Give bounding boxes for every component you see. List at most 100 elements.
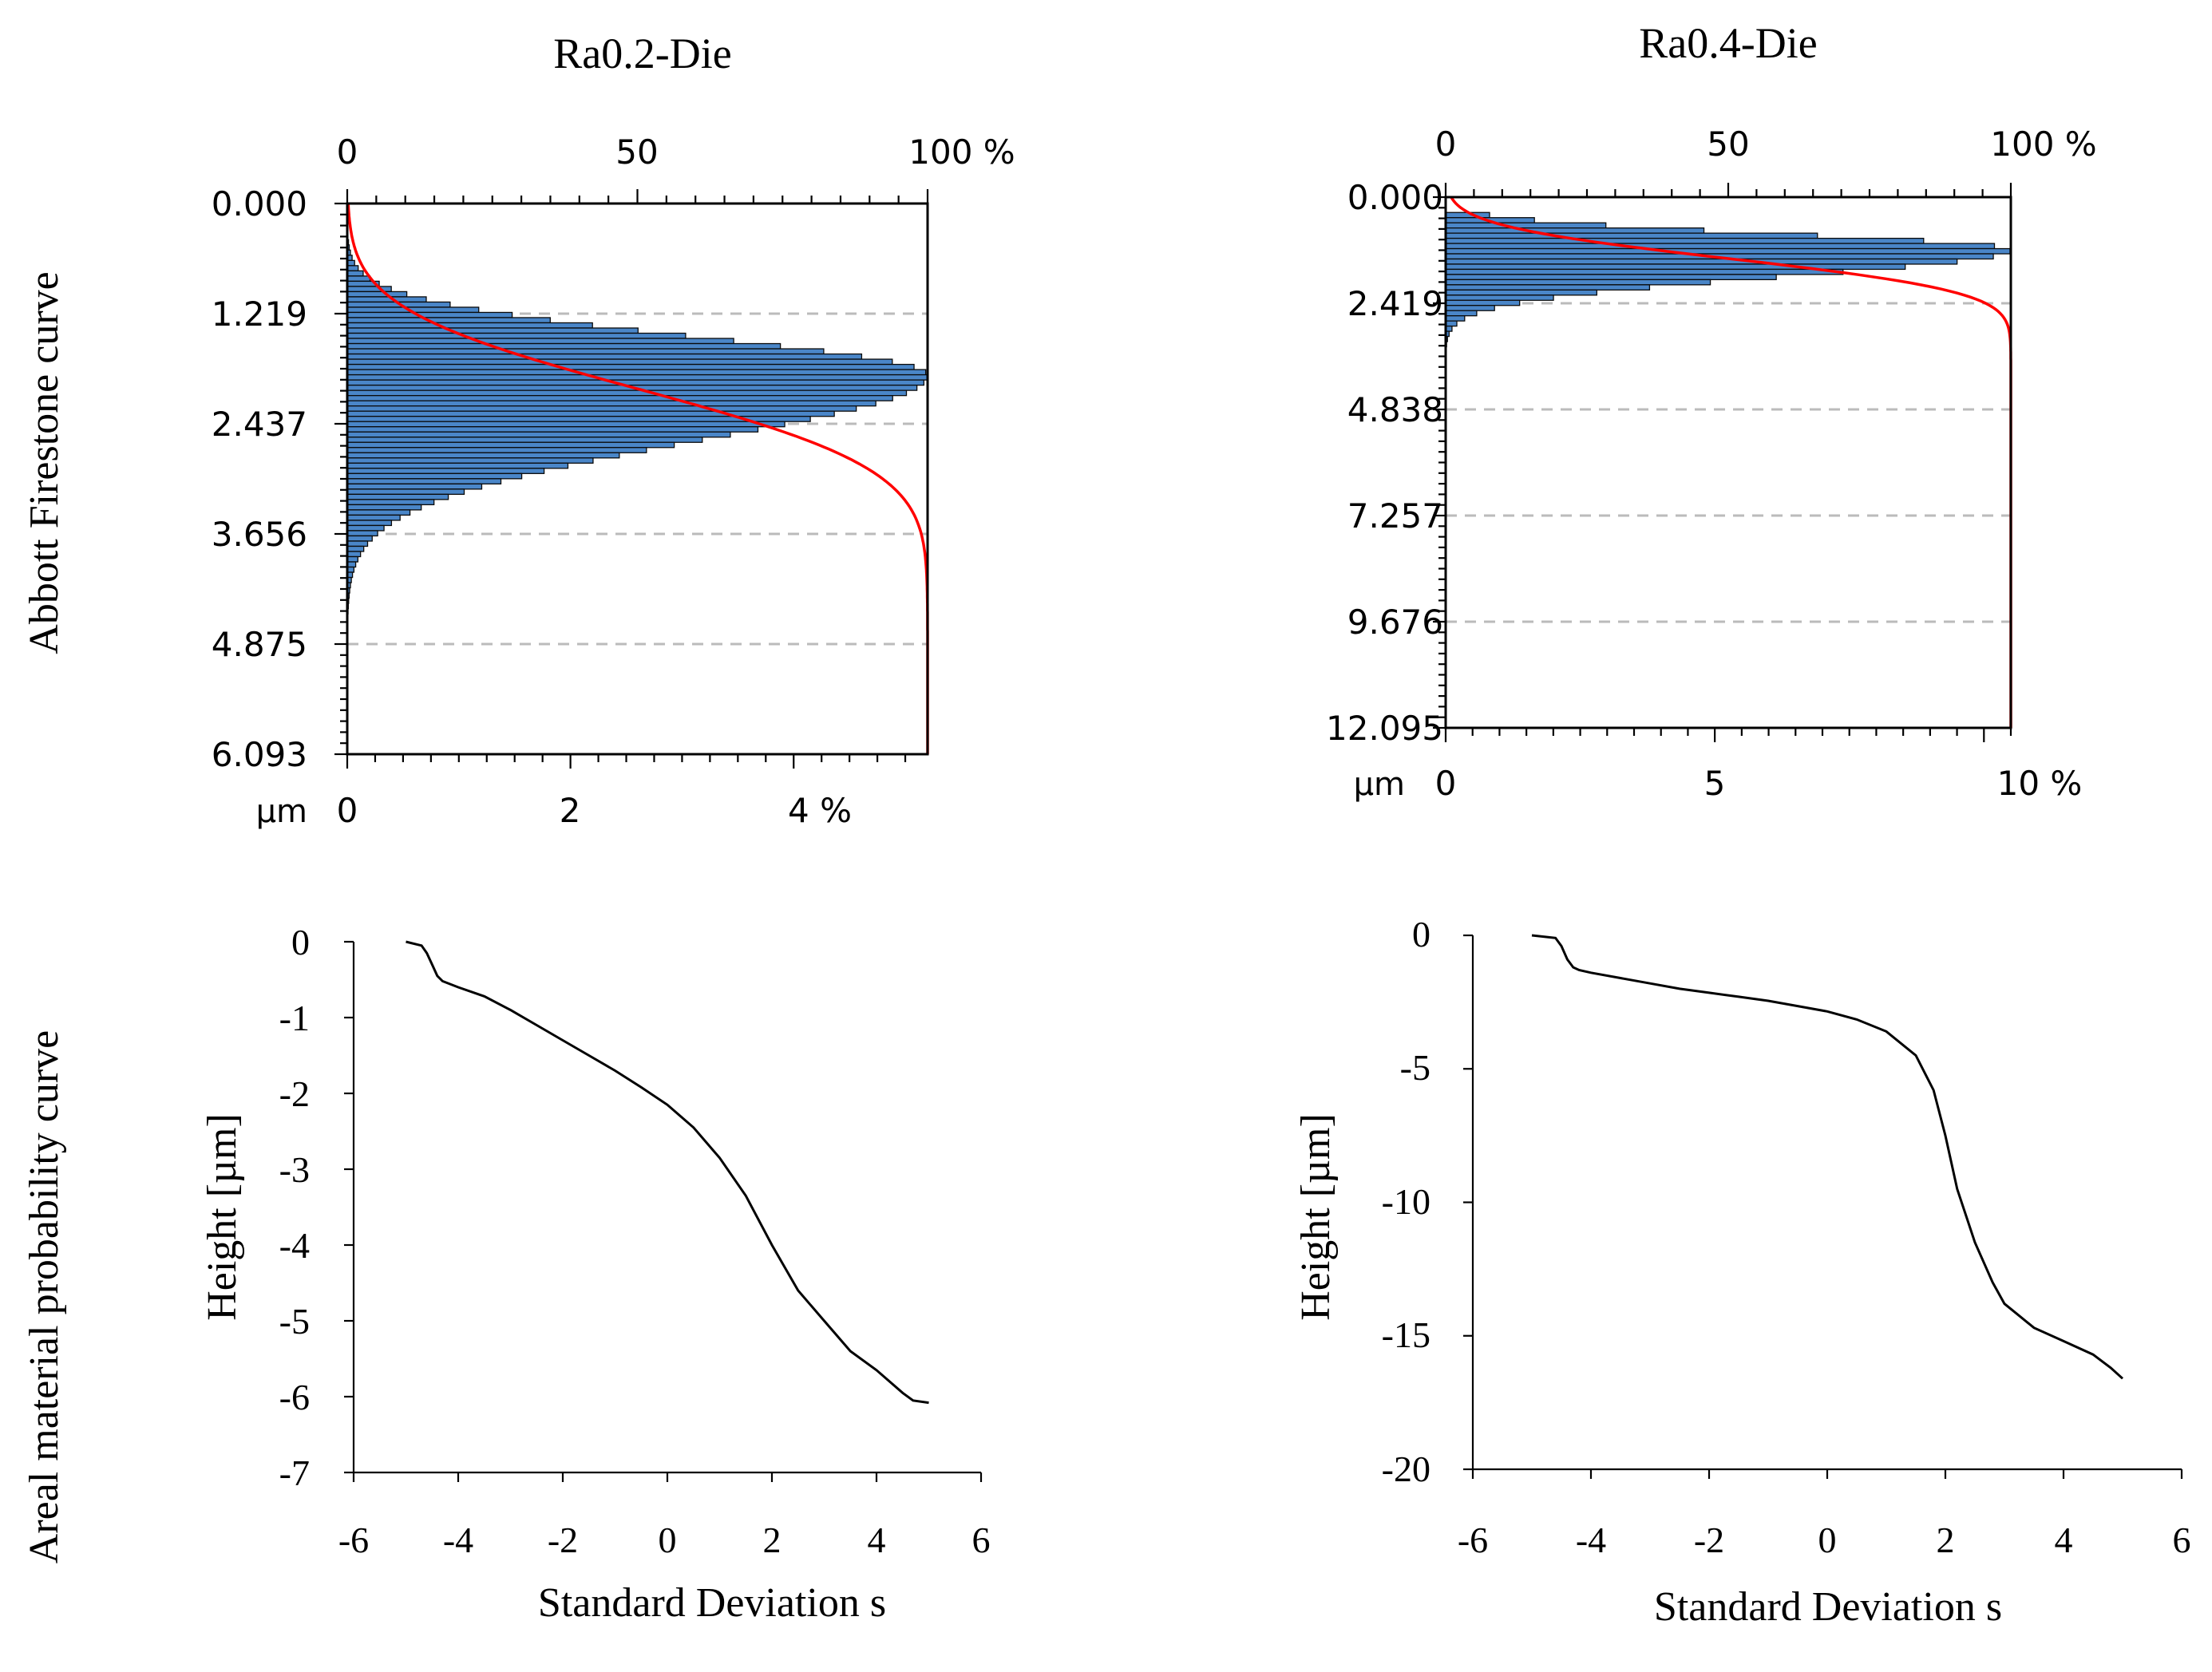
histogram-bar	[346, 389, 908, 397]
y-tick-label: 6.093	[212, 735, 307, 774]
y-ticks	[334, 202, 347, 756]
histogram-bar	[1445, 305, 1495, 311]
histogram-bar	[1445, 268, 1844, 275]
top-tick-label: 100 %	[1990, 125, 2096, 164]
x-tick-label: -4	[1576, 1520, 1606, 1560]
histogram-bar	[346, 535, 373, 542]
x-tick-label: 2	[763, 1520, 782, 1560]
histogram-bar	[346, 322, 593, 329]
y-tick-label: -20	[1382, 1449, 1430, 1489]
top-axis	[1444, 183, 2012, 197]
y-tick-label: 0.000	[212, 184, 307, 223]
unit-label: µm	[256, 793, 307, 830]
histogram-bar	[346, 499, 435, 506]
axes	[1463, 934, 2183, 1479]
y-axis-label: Height [µm]	[1293, 1113, 1339, 1321]
chart-title: Ra0.2-Die	[553, 30, 731, 77]
histogram-bar	[346, 369, 927, 376]
y-tick-label: -10	[1382, 1181, 1430, 1222]
abbott-chart-ra02: Ra0.2-Die µm 0.000 1.219 2.437 3.656 4.8…	[212, 30, 1015, 830]
histogram-bar	[346, 437, 703, 443]
histogram-bar	[346, 410, 835, 417]
histogram-bar	[346, 509, 411, 516]
histogram-bar	[1445, 284, 1651, 291]
histogram-bar	[346, 363, 915, 370]
histogram-bar	[1445, 299, 1521, 306]
y-tick-label: -7	[279, 1453, 310, 1493]
bottom-tick-label: 2	[560, 791, 581, 830]
histogram-bar	[1445, 279, 1711, 286]
histogram-bar	[1445, 310, 1478, 317]
histogram-bar	[346, 342, 782, 350]
x-tick-label: 4	[868, 1520, 886, 1560]
histogram-bar	[1445, 320, 1458, 327]
histogram-bar	[346, 504, 422, 511]
histogram-bar	[346, 405, 857, 412]
bottom-axis	[1444, 728, 2012, 742]
x-axis-label: Standard Deviation s	[1654, 1584, 2002, 1630]
histogram-bar	[346, 421, 785, 428]
bottom-tick-label: 0	[337, 791, 358, 830]
histogram-bar	[1445, 294, 1554, 301]
histogram-bar	[346, 488, 465, 496]
histogram-bar	[346, 462, 569, 469]
y-axis-label: Height [µm]	[200, 1113, 245, 1321]
histogram-bar	[346, 332, 687, 339]
bottom-tick-label: 10 %	[1997, 764, 2083, 803]
row-label-abbott: Abbott Firestone curve	[22, 271, 67, 654]
x-tick-label: -2	[548, 1520, 578, 1560]
top-tick-label: 0	[1435, 125, 1457, 164]
histogram-bar	[346, 472, 523, 480]
x-tick-label: 0	[1818, 1520, 1837, 1560]
y-tick-label: -2	[279, 1073, 310, 1114]
top-tick-label: 50	[615, 132, 658, 172]
histogram-bar	[1445, 237, 1925, 244]
x-tick-label: 2	[1937, 1520, 1955, 1560]
y-tick-label: 12.095	[1326, 709, 1443, 748]
histogram-bar	[1445, 227, 1705, 234]
bottom-tick-label: 5	[1704, 764, 1726, 803]
y-tick-label: -1	[279, 998, 310, 1038]
histogram-bar	[1445, 232, 1818, 239]
histogram-bar	[346, 493, 449, 500]
y-tick-label: 4.838	[1347, 390, 1443, 429]
histogram-bar	[346, 291, 408, 298]
histogram-bar	[346, 530, 378, 537]
histogram-bar	[346, 540, 369, 547]
histogram-bar	[346, 468, 545, 474]
histogram	[346, 239, 928, 615]
histogram-bar	[346, 275, 371, 283]
y-tick-label: 0	[1412, 914, 1430, 955]
histogram-bar	[346, 431, 731, 438]
top-axis	[346, 189, 929, 204]
histogram-bar	[346, 447, 647, 453]
y-tick-label: -5	[279, 1301, 310, 1342]
y-tick-label: -5	[1400, 1047, 1430, 1088]
y-tick-label: 0	[291, 922, 310, 962]
histogram-bar	[346, 286, 392, 293]
histogram-bar	[346, 561, 357, 568]
histogram-bar	[346, 555, 358, 563]
abbott-chart-ra04: Ra0.4-Die µm 0.000 2.419 4.838 7.257 9.6…	[1326, 19, 2097, 803]
histogram-bar	[346, 296, 427, 303]
histogram-bar	[346, 400, 876, 407]
probability-line	[1531, 934, 2124, 1380]
histogram-bar	[346, 478, 502, 484]
histogram-bar	[346, 374, 928, 381]
histogram-bar	[346, 524, 385, 532]
probability-chart-ra02: 0 -1 -2 -3 -4 -5 -6 -7 -6 -4 -2 0 2 4 6 …	[200, 922, 991, 1626]
axes	[344, 940, 983, 1482]
histogram-bar	[346, 514, 401, 521]
chart-title: Ra0.4-Die	[1639, 19, 1817, 67]
y-tick-label: -6	[279, 1377, 310, 1417]
x-tick-label: -4	[443, 1520, 473, 1560]
y-tick-label: 9.676	[1347, 603, 1443, 642]
y-tick-label: 2.437	[212, 405, 307, 444]
histogram-bar	[1445, 274, 1777, 281]
y-tick-label: 7.257	[1347, 496, 1443, 536]
histogram-bar	[1445, 247, 2011, 255]
x-tick-label: -6	[1458, 1520, 1488, 1560]
x-tick-label: -2	[1694, 1520, 1724, 1560]
histogram-bar	[346, 379, 925, 386]
